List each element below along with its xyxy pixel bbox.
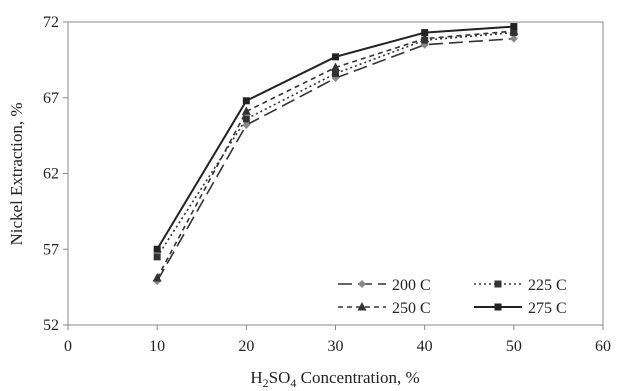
legend-marker [494, 280, 502, 288]
x-axis-title-h: H [250, 368, 262, 387]
legend-item: 250 C [338, 300, 431, 317]
data-point [241, 106, 251, 115]
data-point [152, 273, 162, 282]
x-axis-title-sub-2: 2 [263, 376, 269, 390]
y-tick-label: 62 [43, 166, 59, 183]
y-axis-ticks: 52 57 62 67 72 [43, 14, 68, 334]
legend-label: 275 C [528, 300, 567, 317]
legend: 200 C 225 C 250 C 275 C [338, 277, 567, 317]
y-tick-label: 57 [43, 241, 59, 258]
x-axis-title: H2SO4 Concentration, % [250, 368, 419, 390]
data-point [332, 70, 339, 78]
legend-marker [494, 303, 502, 311]
data-point [242, 121, 251, 130]
x-tick-label: 10 [149, 338, 165, 355]
x-tick-label: 40 [417, 338, 433, 355]
legend-item: 225 C [474, 277, 567, 294]
x-axis-title-so: SO [269, 368, 291, 387]
y-tick-label: 72 [43, 14, 59, 31]
series-layer [152, 23, 519, 286]
x-tick-label: 50 [506, 338, 522, 355]
legend-label: 225 C [528, 277, 567, 294]
x-axis-title-rest: Concentration, % [296, 368, 419, 387]
data-point [242, 115, 250, 123]
legend-marker [358, 280, 366, 288]
data-point [510, 23, 518, 31]
data-point [420, 33, 430, 43]
series-250-c [152, 26, 519, 282]
data-point [509, 34, 518, 43]
x-tick-label: 0 [64, 338, 72, 355]
data-point [242, 97, 250, 105]
data-point [153, 245, 161, 253]
legend-item: 275 C [474, 300, 567, 317]
data-point [509, 26, 519, 35]
legend-label: 250 C [392, 300, 431, 317]
y-axis-title: Nickel Extraction, % [7, 102, 26, 245]
data-point [421, 29, 429, 37]
data-point [153, 253, 161, 261]
legend-marker [357, 302, 367, 311]
legend-label: 200 C [392, 277, 431, 294]
x-axis-ticks: 0 10 20 30 40 50 60 [64, 325, 611, 355]
y-tick-label: 67 [43, 90, 59, 107]
data-point [331, 62, 340, 71]
x-axis-title-sub-4: 4 [290, 376, 296, 390]
y-tick-label: 52 [43, 317, 59, 334]
x-tick-label: 30 [328, 338, 344, 355]
x-tick-label: 60 [595, 338, 611, 355]
x-tick-label: 20 [238, 338, 254, 355]
data-point [332, 53, 339, 61]
series-275-c [153, 23, 518, 253]
legend-item: 200 C [338, 277, 431, 294]
